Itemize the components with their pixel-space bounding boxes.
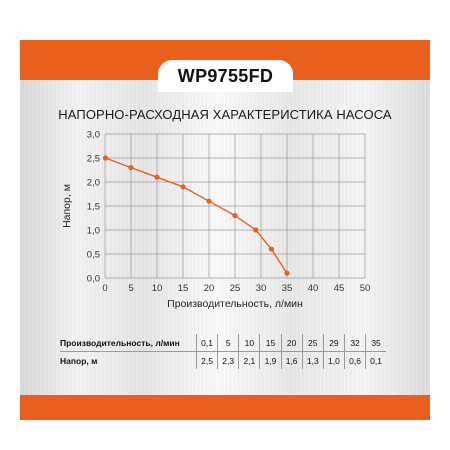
x-tick-label: 15 [178, 283, 189, 294]
table-cell: 2,5 [195, 351, 218, 369]
y-tick-label: 1,5 [87, 202, 100, 213]
table-cell: 2,1 [238, 351, 260, 369]
x-tick-label: 5 [128, 283, 133, 294]
series-line [105, 157, 288, 274]
x-tick-label: 45 [334, 283, 345, 294]
table-cell: 29 [322, 334, 345, 352]
x-tick-label: 50 [360, 283, 371, 294]
chart-grid [104, 133, 366, 279]
table-cell: 35 [365, 334, 386, 352]
data-point [232, 213, 238, 219]
table-cell: 2,3 [217, 351, 239, 369]
table-cell: 1,6 [280, 351, 303, 369]
y-tick-label: 1,0 [87, 226, 100, 237]
table-cell: 1,3 [301, 351, 324, 369]
y-tick-label: 3,0 [87, 130, 100, 141]
y-tick-label: 0,5 [87, 250, 100, 261]
data-point [154, 174, 160, 180]
table-cell: 0,1 [365, 351, 386, 369]
row-label: Производительность, л/мин [60, 334, 197, 352]
x-tick-label: 25 [230, 283, 241, 294]
y-tick-label: 0,0 [87, 274, 100, 285]
table-cell: 5 [217, 334, 239, 352]
table-cell: 1,0 [322, 351, 345, 369]
series-group [102, 155, 290, 276]
y-axis-title: Напор, м [61, 184, 73, 228]
table-cell: 20 [280, 334, 303, 352]
data-point [253, 227, 259, 233]
x-tick-label: 40 [308, 283, 319, 294]
x-tick-label: 20 [204, 283, 215, 294]
table-cell: 0,1 [195, 334, 218, 352]
data-point [268, 246, 274, 252]
x-tick-label: 30 [256, 283, 267, 294]
chart-card: WP9755FD НАПОРНО-РАСХОДНАЯ ХАРАКТЕРИСТИК… [20, 40, 430, 420]
data-point [206, 198, 212, 204]
x-tick-label: 10 [152, 283, 163, 294]
y-tick-label: 2,0 [87, 178, 100, 189]
x-axis-title: Производительность, л/мин [167, 298, 303, 310]
table-cell: 1,9 [259, 351, 282, 369]
table-cell: 32 [343, 334, 366, 352]
model-tab: WP9755FD [158, 60, 293, 92]
table-cell: 25 [301, 334, 324, 352]
table-cell: 15 [259, 334, 282, 352]
x-tick-label: 35 [282, 283, 293, 294]
data-point [284, 270, 290, 276]
data-point [102, 155, 109, 161]
model-name: WP9755FD [177, 65, 274, 86]
row-label: Напор, м [60, 355, 98, 366]
y-tick-labels: 0,0 0,5 1,0 1,5 2,0 2,5 3,0 [87, 130, 100, 285]
pump-curve-chart: 0,0 0,5 1,0 1,5 2,0 2,5 3,0 0 5 10 15 20 25 30 35 40 45… [61, 130, 370, 311]
table-row: Напор, м 2,5 2,3 2,1 1,9 1,6 1,3 1,0 0,6 0,1 [60, 351, 386, 369]
data-table: Производительность, л/мин 0,1 5 10 15 20 25 29 3… [60, 334, 386, 369]
x-tick-labels: 0 5 10 15 20 25 30 35 40 45 50 [102, 283, 370, 294]
table-cell: 10 [238, 334, 260, 352]
data-point [128, 165, 134, 171]
data-point [180, 184, 186, 190]
table-row: Производительность, л/мин 0,1 5 10 15 20 25 29 3… [60, 334, 386, 352]
table-cell: 0,6 [343, 351, 366, 369]
chart-title: НАПОРНО-РАСХОДНАЯ ХАРАКТЕРИСТИКА НАСОСА [58, 107, 392, 122]
bottom-orange-band [20, 395, 430, 420]
y-tick-label: 2,5 [87, 154, 100, 165]
x-tick-label: 0 [102, 283, 107, 294]
